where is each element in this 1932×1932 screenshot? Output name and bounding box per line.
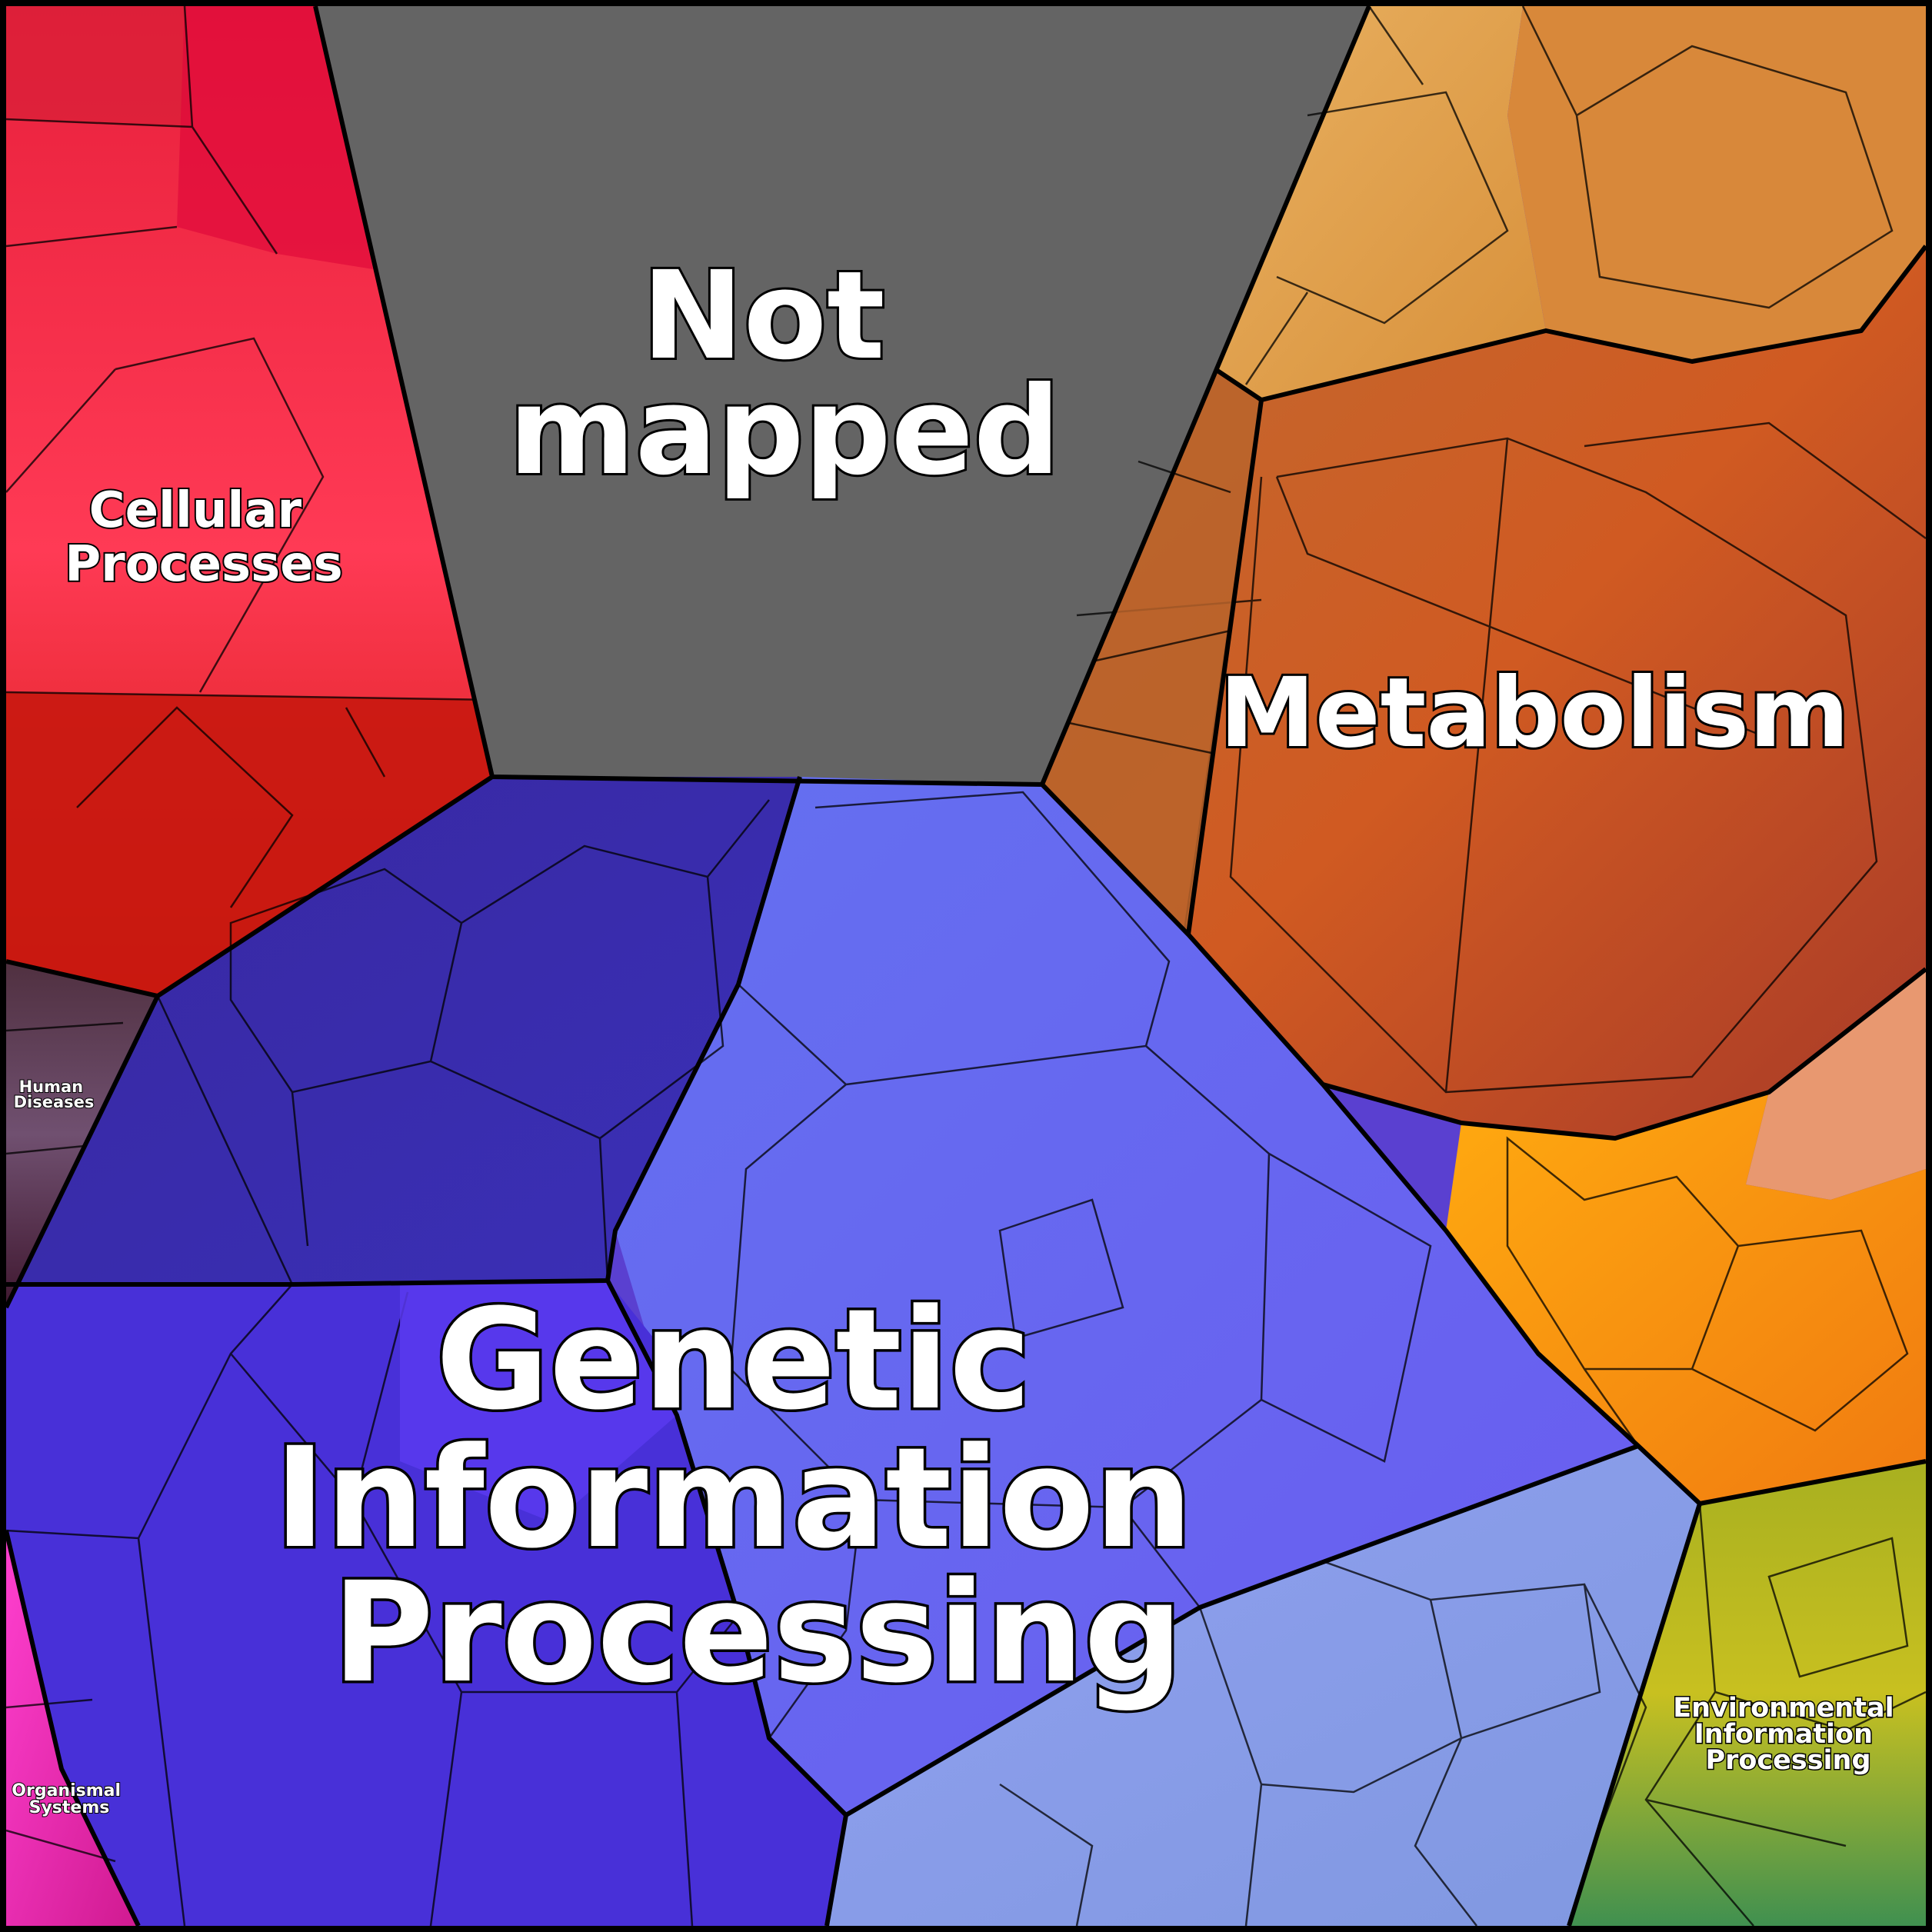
label-metabolism: Metabolism [1220,658,1850,769]
region-orange-cluster [1446,1092,1926,1504]
region-light-blue-cluster [827,1446,1700,1927]
label-environmental-information-processing: Environmental Information Processing [1673,1693,1904,1776]
region-peach-cluster [1746,969,1926,1200]
label-cellular-processes: Cellular Processes [65,482,342,593]
region-environmental-information-processing [1569,1461,1927,1927]
region-organismal-systems [5,1531,138,1926]
label-human-diseases: Human Diseases [14,1078,95,1111]
label-not-mapped: Not mapped [508,245,1061,502]
region-purple-cluster [5,1281,846,1927]
region-not-mapped [315,6,1369,784]
region-borders [4,5,1928,1927]
region-orange-tan-cluster [1507,5,1926,361]
region-dark-indigo-cluster [6,777,800,1307]
region-tan-cluster [1215,5,1546,400]
label-genetic-information-processing: Genetic Information Processing [274,1280,1241,1714]
label-organismal-systems: Organismal Systems [12,1781,126,1817]
region-human-diseases [5,961,158,1307]
